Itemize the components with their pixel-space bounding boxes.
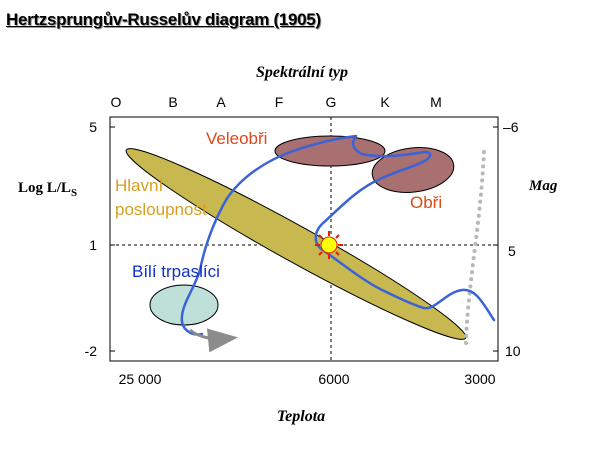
spectral-type-label: B [168,94,177,110]
white-dwarfs-label: Bílí trpaslíci [132,262,220,281]
spectral-type-label: F [275,94,284,110]
pre-main-sequence-track [464,150,486,350]
top-axis-title: Spektrální typ [256,64,348,81]
bottom-tick-label: 3000 [464,371,495,387]
spectral-type-label: G [326,94,337,110]
spectral-type-label: A [216,94,226,110]
giants-label: Obři [410,193,442,212]
supergiants-label: Veleobři [206,129,267,148]
left-axis-title: Log L/LS [18,180,77,199]
bottom-tick-label: 6000 [318,371,349,387]
giants-region [371,147,455,193]
supergiants-region [274,135,386,167]
main-sequence-label: Hlavní posloupnost [115,176,207,219]
solar-evolution-track [180,134,496,336]
spectral-type-label: M [430,94,442,110]
sun-icon [315,231,343,259]
left-tick-label: 5 [89,119,97,135]
spectral-type-label: O [111,94,122,110]
spectral-type-label: K [380,94,390,110]
bottom-tick-label: 25 000 [119,371,162,387]
left-tick-label: -2 [85,343,98,359]
plot-frame [109,116,499,362]
right-axis-title: Mag [528,178,558,194]
right-tick-label: 5 [508,243,516,259]
main-sequence-band [125,148,467,340]
cooling-arrow [189,328,238,353]
page-title: Hertzsprungův-Russelův diagram (1905) [6,10,321,29]
right-tick-label: –6 [503,119,519,135]
bottom-axis-title: Teplota [277,408,325,425]
left-tick-label: 1 [89,237,97,253]
right-tick-label: 10 [505,343,521,359]
